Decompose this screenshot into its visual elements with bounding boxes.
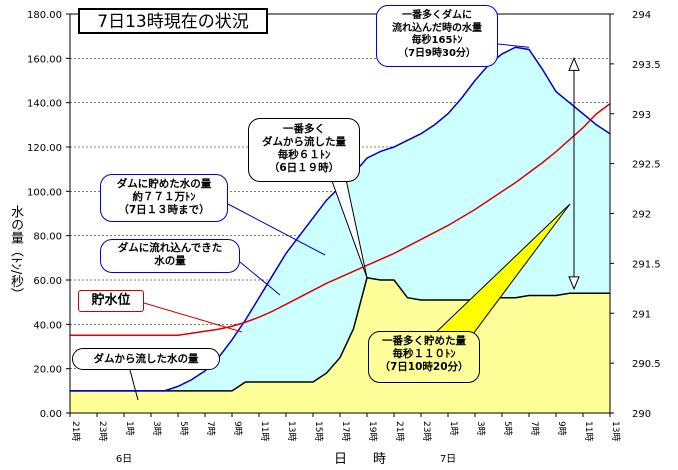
y-tick-label: 0.00 <box>40 409 62 420</box>
x-tick-label: 21時 <box>394 421 405 441</box>
max-outflow-line-1: 一番多く <box>283 123 325 135</box>
x-tick-label: 7時 <box>529 421 540 436</box>
y2-tick-label: 292 <box>632 210 651 221</box>
x-tick-label: 7時 <box>205 421 216 436</box>
x-tick-label: 3時 <box>151 421 162 436</box>
max-storage-annotation: 一番多く貯めた量 毎秒１１０ﾄﾝ （7日10時20分） <box>368 331 480 383</box>
max-inflow-line-2: 流れ込んだ時の水量 <box>392 22 482 34</box>
y2-tick-label: 291 <box>632 309 651 320</box>
x-tick-label: 23時 <box>421 421 432 441</box>
day-label-7: 7日 <box>440 454 456 465</box>
y-axis-label: 水の量（ﾄﾝ/秒） <box>8 205 23 301</box>
inflow-label-line-1: ダムに流れ込んできた <box>117 242 223 254</box>
inflow-pointer <box>239 261 281 296</box>
max-inflow-annotation: 一番多くダムに 流れ込んだ時の水量 毎秒165ﾄﾝ （7日9時30分） <box>376 5 498 67</box>
x-tick-label: 21時 <box>70 421 81 441</box>
inflow-label-line-2: 水の量 <box>154 255 186 268</box>
max-inflow-line-1: 一番多くダムに <box>402 10 472 21</box>
storage-area <box>70 47 610 391</box>
y-tick-label: 100.00 <box>27 187 62 198</box>
storage-pointer <box>227 203 326 256</box>
x-tick-label: 9時 <box>232 421 243 436</box>
x-tick-label: 17時 <box>340 421 351 441</box>
y2-tick-label: 291.5 <box>632 259 661 270</box>
x-tick-label: 23時 <box>97 421 108 441</box>
y2-tick-label: 290 <box>632 409 651 420</box>
max-outflow-line-2: ダムから流した量 <box>262 136 346 149</box>
water-level-label: 貯水位 <box>78 290 144 312</box>
x-tick-label: 5時 <box>178 421 189 436</box>
y-tick-label: 60.00 <box>33 276 62 287</box>
max-inflow-line-3: 毎秒165ﾄﾝ <box>411 35 463 46</box>
y-tick-label: 80.00 <box>33 232 62 243</box>
max-storage-line-3: （7日10時20分） <box>379 361 469 374</box>
x-tick-label: 13時 <box>610 421 621 441</box>
x-tick-label: 11時 <box>259 421 270 441</box>
y-tick-label: 20.00 <box>33 365 62 376</box>
inflow-label: ダムに流れ込んできた 水の量 <box>100 239 240 273</box>
y-tick-label: 40.00 <box>33 320 62 331</box>
x-tick-label: 5時 <box>502 421 513 436</box>
water-level-pointer <box>143 302 243 333</box>
y2-tick-label: 292.5 <box>632 160 661 171</box>
x-tick-label: 11時 <box>583 421 594 441</box>
storage-arrow-head-bottom <box>568 276 580 291</box>
outflow-pointer <box>129 369 139 401</box>
y2-tick-label: 294 <box>632 10 651 21</box>
storage-line-2: 約７７１万ﾄﾝ <box>132 191 196 204</box>
storage-annotation: ダムに貯めた水の量 約７７１万ﾄﾝ （7日１３時まで） <box>100 174 228 222</box>
max-storage-line-1: 一番多く貯めた量 <box>382 335 466 347</box>
x-tick-label: 15時 <box>313 421 324 441</box>
x-tick-label: 1時 <box>124 421 135 436</box>
chart-title: 7日13時現在の状況 <box>78 8 268 34</box>
storage-arrow-head-top <box>568 57 580 71</box>
max-storage-line-2: 毎秒１１０ﾄﾝ <box>392 348 456 361</box>
x-axis-label: 日 時 <box>334 452 386 467</box>
day-label-6: 6日 <box>116 454 132 465</box>
outflow-label: ダムから流した水の量 <box>72 348 220 370</box>
x-tick-label: 9時 <box>556 421 567 436</box>
y2-tick-label: 290.5 <box>632 359 661 370</box>
x-tick-label: 13時 <box>286 421 297 441</box>
storage-line-3: （7日１３時まで） <box>118 204 210 217</box>
y-tick-label: 120.00 <box>27 143 62 154</box>
max-outflow-annotation: 一番多く ダムから流した量 毎秒６１ﾄﾝ （6日１９時） <box>248 118 360 182</box>
y-tick-label: 140.00 <box>27 99 62 110</box>
storage-line-1: ダムに貯めた水の量 <box>116 178 212 190</box>
y2-tick-label: 293.5 <box>632 60 661 71</box>
y-tick-label: 180.00 <box>27 10 62 21</box>
x-tick-label: 3時 <box>475 421 486 436</box>
x-tick-label: 19時 <box>367 421 378 441</box>
y2-tick-label: 293 <box>632 110 651 121</box>
x-tick-label: 1時 <box>448 421 459 436</box>
water-level-line <box>70 103 611 336</box>
y-tick-label: 160.00 <box>27 54 62 65</box>
max-outflow-line-3: 毎秒６１ﾄﾝ <box>277 149 331 162</box>
max-inflow-line-4: （7日9時30分） <box>398 47 476 59</box>
max-outflow-line-4: （6日１９時） <box>268 162 340 175</box>
